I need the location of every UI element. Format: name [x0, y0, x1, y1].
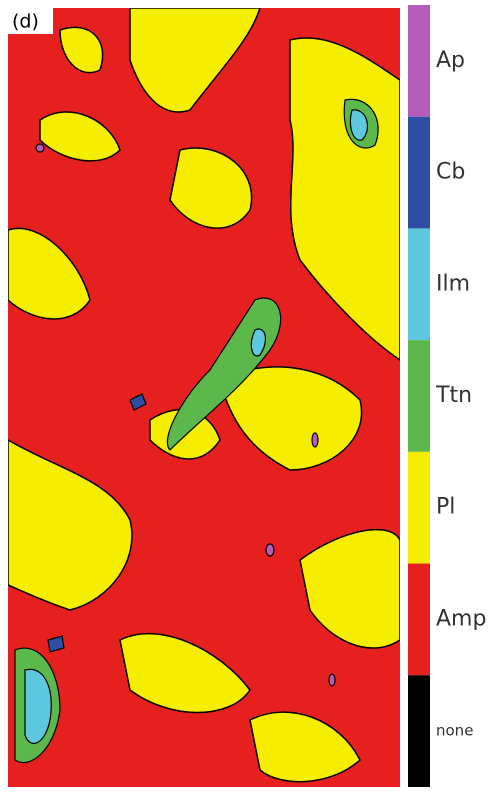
legend-swatch [408, 340, 430, 452]
legend-label: Ap [436, 48, 465, 73]
legend-swatch [408, 564, 430, 676]
phase-map: (d) [8, 8, 400, 787]
legend-swatch [408, 452, 430, 564]
legend-swatch [408, 117, 430, 229]
legend-swatch [408, 5, 430, 117]
panel-label: (d) [12, 11, 39, 33]
legend-label: Amp [436, 606, 486, 631]
legend-label: Cb [436, 160, 465, 185]
legend: Ap Cb Ilm Ttn Pl Amp none [408, 5, 486, 787]
figure: (d) Ap Cb Ilm Ttn Pl Amp none [0, 0, 496, 793]
legend-label: none [436, 722, 473, 740]
legend-label: Ilm [436, 271, 470, 296]
legend-swatch [408, 675, 430, 787]
legend-label: Ttn [435, 383, 472, 408]
legend-swatch [408, 228, 430, 340]
legend-label: Pl [436, 495, 455, 520]
